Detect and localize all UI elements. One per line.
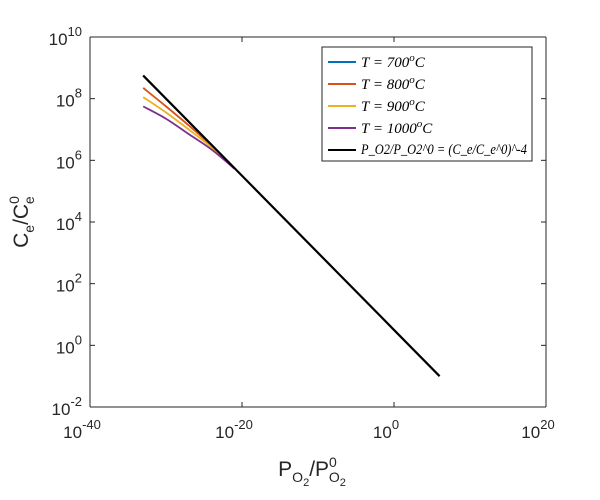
x-tick-label: 10-40 <box>63 417 101 442</box>
x-axis-title: PO2/P0 O2 <box>278 454 346 489</box>
legend-label-800: T = 800oC <box>361 74 426 93</box>
legend-label-1000: T = 1000oC <box>361 118 433 137</box>
y-axis-title: Ce/C0e <box>6 196 37 248</box>
y-tick-label: 1010 <box>49 24 82 49</box>
y-tick-label: 102 <box>56 271 82 296</box>
x-tick-labels: 10-40 10-20 100 1020 <box>63 417 555 442</box>
legend-label-900: T = 900oC <box>361 96 426 115</box>
y-tick-label: 100 <box>56 332 82 357</box>
x-tick-label: 1020 <box>521 417 554 442</box>
x-tick-label: 10-20 <box>215 417 253 442</box>
y-tick-label: 106 <box>56 147 82 172</box>
legend-box <box>321 46 533 162</box>
y-tick-label: 10-2 <box>52 394 82 419</box>
y-tick-label: 104 <box>56 209 82 234</box>
legend-label-fit: P_O2/P_O2^0 = (C_e/C_e^0)^-4 <box>360 142 527 158</box>
legend: T = 700oC T = 800oC T = 900oC T = 1000oC… <box>321 46 533 162</box>
series-line-3 <box>142 105 235 170</box>
tick-marks <box>89 36 547 408</box>
legend-label-700: T = 700oC <box>361 52 426 71</box>
series-layer <box>142 74 441 377</box>
y-tick-label: 108 <box>56 86 82 111</box>
series-line-4 <box>142 74 441 377</box>
x-tick-label: 100 <box>373 417 399 442</box>
y-tick-labels: 10-2 100 102 104 106 108 1010 <box>49 24 82 419</box>
